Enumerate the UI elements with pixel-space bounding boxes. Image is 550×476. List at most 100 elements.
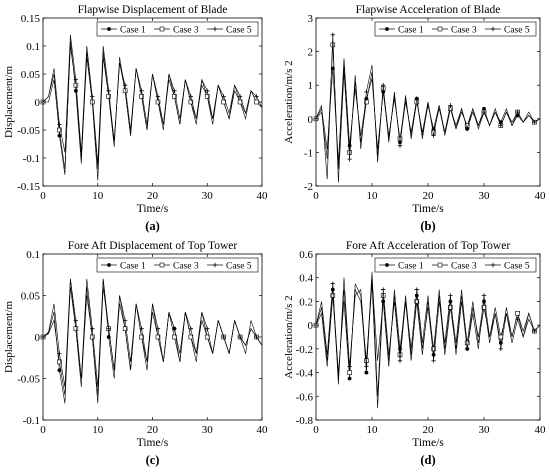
data-point-case-5 <box>448 293 453 298</box>
data-point-case-5 <box>465 346 470 352</box>
legend-marker-case-5 <box>212 26 218 32</box>
data-point-case-5 <box>532 328 537 334</box>
data-point-case-5 <box>465 126 470 132</box>
data-point-case-3 <box>397 136 403 142</box>
data-point-case-5 <box>397 143 403 148</box>
panel-label: (d) <box>420 453 435 467</box>
legend-marker-case-1 <box>385 263 389 267</box>
panel-label: (c) <box>146 453 160 467</box>
series-line-case-1 <box>43 278 262 404</box>
data-point-case-3 <box>155 99 161 105</box>
data-point-case-3 <box>89 334 95 340</box>
data-point-case-5 <box>40 99 46 105</box>
x-tick-label: 40 <box>535 190 547 202</box>
data-point-case-5 <box>381 287 386 292</box>
data-point-case-5 <box>90 326 95 331</box>
data-point-case-5 <box>254 94 259 99</box>
y-tick-label: -0.1 <box>23 153 40 165</box>
y-tick-label: 0 <box>35 97 41 109</box>
x-axis-label: Time/s <box>137 203 169 215</box>
data-point-case-5 <box>40 334 46 340</box>
data-point-case-5 <box>515 317 520 322</box>
data-point-case-5 <box>347 156 352 162</box>
x-tick-label: 0 <box>40 424 46 436</box>
legend-label-case-1: Case 1 <box>398 262 424 272</box>
data-point-case-3 <box>431 346 436 352</box>
panel-label: (a) <box>145 219 160 233</box>
data-point-case-5 <box>481 293 487 298</box>
data-point-case-5 <box>414 96 419 101</box>
y-tick-label: 0.15 <box>21 13 41 25</box>
data-point-case-1 <box>398 140 402 145</box>
data-point-case-3 <box>515 310 520 316</box>
legend-label-case-3: Case 3 <box>173 26 199 36</box>
data-point-case-5 <box>205 326 210 331</box>
data-point-case-5 <box>57 122 62 127</box>
data-point-case-3 <box>57 359 62 365</box>
legend-marker-case-3 <box>159 262 165 268</box>
y-axis-label: Displacement/m <box>3 301 15 374</box>
y-tick-label: 0 <box>308 114 314 126</box>
data-point-case-5 <box>330 32 335 37</box>
data-point-case-5 <box>448 103 453 108</box>
x-tick-label: 10 <box>92 424 104 436</box>
x-tick-label: 40 <box>257 424 269 436</box>
data-point-case-1 <box>57 133 62 138</box>
legend-label-case-1: Case 1 <box>398 26 424 36</box>
data-point-case-3 <box>57 127 62 133</box>
y-tick-label: 0.2 <box>299 296 313 308</box>
data-point-case-3 <box>155 334 161 340</box>
x-tick-label: 20 <box>423 190 435 202</box>
legend-label-case-5: Case 5 <box>226 262 252 272</box>
data-point-case-3 <box>347 370 352 375</box>
data-point-case-1 <box>448 299 453 304</box>
legend-box <box>96 257 259 273</box>
data-point-case-1 <box>414 293 419 298</box>
x-tick-label: 0 <box>313 190 319 202</box>
x-tick-label: 20 <box>423 424 435 436</box>
series-line-case-5 <box>316 271 540 397</box>
legend-label-case-1: Case 1 <box>120 26 146 36</box>
y-tick-label: -0.2 <box>296 344 313 356</box>
y-tick-label: -0.05 <box>17 374 40 386</box>
y-tick-label: 0 <box>35 332 41 344</box>
data-point-case-3 <box>397 352 403 358</box>
data-point-case-5 <box>237 334 243 340</box>
y-tick-label: 0.05 <box>21 69 41 81</box>
data-point-case-1 <box>482 299 486 304</box>
chart-panel-a: Flapwise Displacement of Blade Time/s Di… <box>3 4 268 233</box>
data-point-case-5 <box>330 281 335 286</box>
y-axis-label: Displacement/m <box>3 66 15 139</box>
y-tick-label: -0.8 <box>296 415 314 427</box>
data-point-case-5 <box>254 334 259 340</box>
data-point-case-5 <box>397 358 403 363</box>
x-axis-label: Time/s <box>412 203 444 215</box>
y-tick-label: 0.1 <box>26 41 40 53</box>
data-point-case-3 <box>204 94 210 99</box>
chart-title: Flapwise Displacement of Blade <box>78 4 228 16</box>
series-line-case-3 <box>316 283 540 409</box>
data-point-case-5 <box>57 351 62 356</box>
data-point-case-3 <box>73 326 79 332</box>
y-tick-label: 0.6 <box>299 249 313 261</box>
plot-frame <box>315 253 541 421</box>
legend-label-case-5: Case 5 <box>504 26 530 36</box>
data-point-case-5 <box>498 346 503 352</box>
data-point-case-3 <box>414 299 420 304</box>
y-axis-label: Acceleration/m/s 2 <box>283 60 295 143</box>
y-tick-label: 2 <box>308 47 314 59</box>
data-point-case-5 <box>221 334 226 340</box>
data-point-case-5 <box>431 358 436 363</box>
data-point-case-3 <box>139 334 144 340</box>
data-point-case-5 <box>73 318 79 323</box>
data-point-case-5 <box>188 94 194 99</box>
data-point-case-1 <box>347 143 352 148</box>
series-line-case-3 <box>43 45 262 170</box>
data-point-case-5 <box>237 94 243 99</box>
data-point-case-5 <box>381 83 386 88</box>
legend-marker-case-1 <box>385 27 389 31</box>
data-point-case-5 <box>481 109 487 115</box>
legend-marker-case-1 <box>107 263 111 267</box>
data-point-case-5 <box>73 77 79 82</box>
data-point-case-5 <box>498 123 503 128</box>
